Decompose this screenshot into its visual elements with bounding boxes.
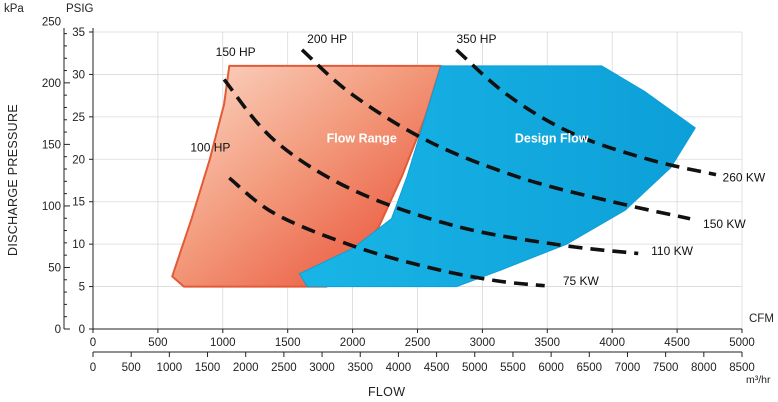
x-axis-title: FLOW xyxy=(368,385,405,399)
curve-label-4: 200 HP xyxy=(307,32,347,46)
kpa-tick-label-1: 50 xyxy=(48,262,61,274)
m3hr-tick-label-1: 500 xyxy=(122,362,141,374)
m3hr-tick-label-15: 7500 xyxy=(653,362,679,374)
cfm-tick-label-4: 2000 xyxy=(340,337,366,349)
regions xyxy=(172,66,695,287)
cfm-tick-label-10: 5000 xyxy=(729,337,755,349)
m3hr-tick-label-9: 4500 xyxy=(424,362,450,374)
m3hr-tick-label-7: 3500 xyxy=(347,362,373,374)
m3hr-tick-label-5: 2500 xyxy=(271,362,297,374)
cfm-tick-label-2: 1000 xyxy=(210,337,236,349)
psig-tick-label-4: 20 xyxy=(72,154,85,166)
m3hr-tick-label-16: 8000 xyxy=(691,362,717,374)
psig-tick-label-7: 35 xyxy=(72,27,85,39)
y-axis-title: DISCHARGE PRESSURE xyxy=(6,104,20,256)
psig-tick-label-5: 25 xyxy=(72,112,85,124)
kpa-unit-label: kPa xyxy=(4,3,24,15)
kpa-tick-label-3: 150 xyxy=(42,139,61,151)
kpa-tick-label-2: 100 xyxy=(42,201,61,213)
kpa-tick-label-4: 200 xyxy=(42,78,61,90)
m3hr-tick-label-2: 1000 xyxy=(157,362,183,374)
psig-tick-label-1: 5 xyxy=(79,282,85,294)
psig-tick-label-3: 15 xyxy=(72,197,85,209)
curve-label-6: 350 HP xyxy=(456,32,496,46)
cfm-tick-label-7: 3500 xyxy=(535,337,561,349)
cfm-unit-label: CFM xyxy=(749,313,774,325)
kpa-tick-label-5: 250 xyxy=(42,16,61,28)
cfm-tick-label-9: 4500 xyxy=(664,337,690,349)
cfm-tick-label-0: 0 xyxy=(90,337,96,349)
curve-label-5: 150 KW xyxy=(703,217,746,231)
psig-tick-label-6: 30 xyxy=(72,69,85,81)
m3hr-tick-label-17: 8500 xyxy=(729,362,755,374)
m3hr-unit-label: m³/hr xyxy=(746,374,771,386)
kpa-tick-label-0: 0 xyxy=(55,324,61,336)
curve-label-7: 260 KW xyxy=(723,170,766,184)
cfm-tick-label-3: 1500 xyxy=(275,337,301,349)
cfm-tick-label-6: 3000 xyxy=(470,337,496,349)
curve-label-0: 100 HP xyxy=(190,141,230,155)
m3hr-tick-label-6: 3000 xyxy=(309,362,335,374)
m3hr-tick-label-14: 7000 xyxy=(615,362,641,374)
m3hr-tick-label-13: 6500 xyxy=(576,362,602,374)
m3hr-tick-label-4: 2000 xyxy=(233,362,259,374)
curve-label-3: 110 KW xyxy=(651,244,693,258)
region-label-0: Flow Range xyxy=(327,131,397,145)
m3hr-tick-label-10: 5000 xyxy=(462,362,488,374)
region-label-1: Design Flow xyxy=(515,131,589,145)
m3hr-tick-label-3: 1500 xyxy=(195,362,221,374)
curve-label-1: 75 KW xyxy=(563,274,600,288)
curve-label-2: 150 HP xyxy=(216,45,256,59)
psig-tick-label-2: 10 xyxy=(72,239,85,251)
psig-tick-label-0: 0 xyxy=(79,324,85,336)
m3hr-tick-label-8: 4000 xyxy=(386,362,412,374)
cfm-tick-label-8: 4000 xyxy=(599,337,625,349)
cfm-tick-label-5: 2500 xyxy=(405,337,431,349)
m3hr-tick-label-12: 6000 xyxy=(538,362,564,374)
psig-unit-label: PSIG xyxy=(66,3,94,15)
m3hr-tick-label-11: 5500 xyxy=(500,362,526,374)
cfm-tick-label-1: 500 xyxy=(148,337,167,349)
m3hr-tick-label-0: 0 xyxy=(90,362,96,374)
